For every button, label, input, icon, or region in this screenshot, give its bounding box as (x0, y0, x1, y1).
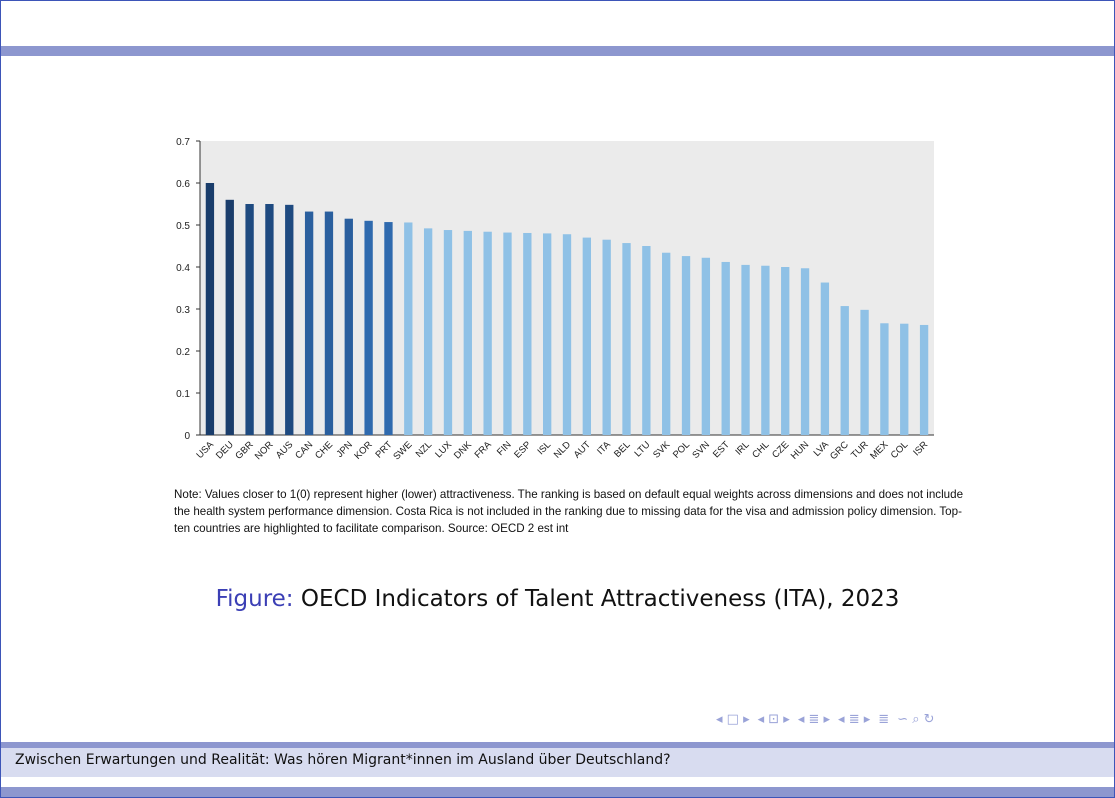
footer-bar: Zwischen Erwartungen und Realität: Was h… (1, 742, 1114, 777)
bar-bel (622, 243, 631, 435)
x-tick-label: FIN (495, 439, 514, 458)
bar-irl (741, 264, 750, 435)
x-tick-label: CHL (750, 439, 771, 460)
bar-isl (542, 233, 552, 435)
x-tick-label: CZE (770, 439, 791, 460)
bar-can (304, 211, 314, 435)
bar-aut (582, 237, 592, 435)
x-tick-label: NZL (414, 439, 434, 459)
bar-pol (681, 256, 691, 435)
x-tick-label: HUN (789, 439, 811, 461)
figure: 0 0.1 0.2 0.3 0.4 0.5 0.6 0.7 USA DEU GBR NOR AUS CAN… (164, 127, 976, 547)
bar-mex (880, 323, 889, 435)
x-tick-label: COL (889, 439, 911, 461)
x-tick-label: MEX (868, 439, 891, 462)
nav-align-icon[interactable]: ≣ (878, 712, 890, 727)
bar-prt (384, 222, 393, 435)
bar-aus (285, 204, 294, 435)
header-bar (1, 46, 1114, 56)
footer-strip (1, 787, 1114, 797)
nav-search-icon[interactable]: ∽ ⌕ ↻ (897, 712, 935, 727)
bar-deu (225, 199, 234, 435)
nav-slide-icon[interactable]: ◂ □ ▸ (716, 712, 750, 727)
bar-svk (662, 252, 671, 435)
y-tick-label: 0.7 (176, 137, 190, 148)
bar-svn (701, 257, 711, 435)
navigation-symbols: ◂ □ ▸ ◂ ⊡ ▸ ◂ ≣ ▸ ◂ ≣ ▸ ≣ ∽ ⌕ ↻ (716, 710, 1106, 730)
x-tick-label: ISL (535, 439, 553, 457)
x-tick-label: KOR (352, 439, 374, 461)
x-tick-label: SWE (391, 439, 414, 462)
bar-nld (562, 234, 572, 435)
x-tick-label: ISR (911, 439, 930, 458)
bar-hun (800, 268, 810, 435)
y-tick-label: 0.6 (176, 179, 190, 190)
bar-jpn (344, 218, 353, 435)
figure-note: Note: Values closer to 1(0) represent hi… (174, 488, 964, 535)
x-tick-label: JPN (334, 439, 355, 460)
y-tick-label: 0 (184, 431, 190, 442)
caption-text: OECD Indicators of Talent Attractiveness… (300, 586, 900, 612)
nav-frame-icon[interactable]: ◂ ⊡ ▸ (757, 712, 790, 727)
x-tick-label: FRA (473, 439, 495, 461)
bar-fra (483, 231, 492, 435)
x-tick-label: LUX (433, 439, 454, 460)
bar-esp (523, 232, 532, 435)
x-tick-label: POL (671, 439, 692, 460)
bar-usa (205, 183, 215, 435)
x-tick-label: ITA (595, 439, 613, 457)
x-tick-label: TUR (849, 439, 871, 461)
bar-est (721, 261, 730, 435)
x-tick-label: DEU (214, 439, 236, 461)
x-tick-label: SVN (690, 439, 712, 461)
x-tick-label: GRC (828, 439, 851, 462)
x-tick-label: LTU (632, 439, 652, 459)
bar-che (324, 211, 334, 435)
x-tick-label: AUS (274, 439, 296, 461)
y-tick-label: 0.1 (176, 389, 190, 400)
nav-section-icon[interactable]: ◂ ≣ ▸ (797, 712, 831, 727)
bar-tur (860, 309, 869, 435)
bar-isr (919, 324, 929, 435)
y-tick-label: 0.4 (176, 263, 190, 274)
nav-subsection-icon[interactable]: ◂ ≣ ▸ (838, 712, 871, 727)
bar-ita (602, 239, 611, 435)
x-tick-label: BEL (612, 439, 632, 459)
bar-kor (364, 220, 373, 435)
bar-grc (840, 306, 849, 435)
x-tick-label: IRL (733, 439, 751, 457)
x-tick-label: PRT (373, 439, 394, 460)
bar-col (900, 323, 909, 435)
y-tick-label: 0.2 (176, 347, 190, 358)
bar-lux (443, 230, 453, 435)
x-tick-label: NLD (552, 439, 573, 460)
bar-ltu (642, 246, 651, 435)
bar-swe (404, 222, 413, 435)
bar-chl (761, 265, 770, 435)
x-tick-label: DNK (452, 439, 474, 461)
bar-nor (265, 204, 274, 435)
x-tick-label: SVK (651, 439, 673, 461)
x-tick-label: CAN (293, 439, 315, 461)
bar-lva (820, 282, 830, 435)
bar-fin (503, 232, 512, 435)
figure-caption: Figure: OECD Indicators of Talent Attrac… (1, 586, 1114, 612)
x-tick-label: ESP (512, 439, 533, 460)
x-tick-label: AUT (572, 439, 593, 460)
y-tick-label: 0.3 (176, 305, 190, 316)
bar-cze (781, 267, 790, 435)
x-tick-label: CHE (313, 439, 335, 461)
bar-nzl (423, 228, 433, 435)
x-tick-label: USA (194, 439, 216, 461)
bar-gbr (245, 204, 254, 435)
footer-title: Zwischen Erwartungen und Realität: Was h… (15, 752, 671, 768)
x-tick-label: EST (711, 439, 732, 460)
bar-dnk (463, 230, 472, 435)
x-tick-label: NOR (253, 439, 276, 462)
bar-chart: 0 0.1 0.2 0.3 0.4 0.5 0.6 0.7 USADEUGBRNORAUSCAN… (176, 137, 934, 462)
caption-label: Figure: (215, 586, 294, 612)
y-tick-label: 0.5 (176, 221, 190, 232)
x-tick-label: GBR (233, 439, 255, 461)
